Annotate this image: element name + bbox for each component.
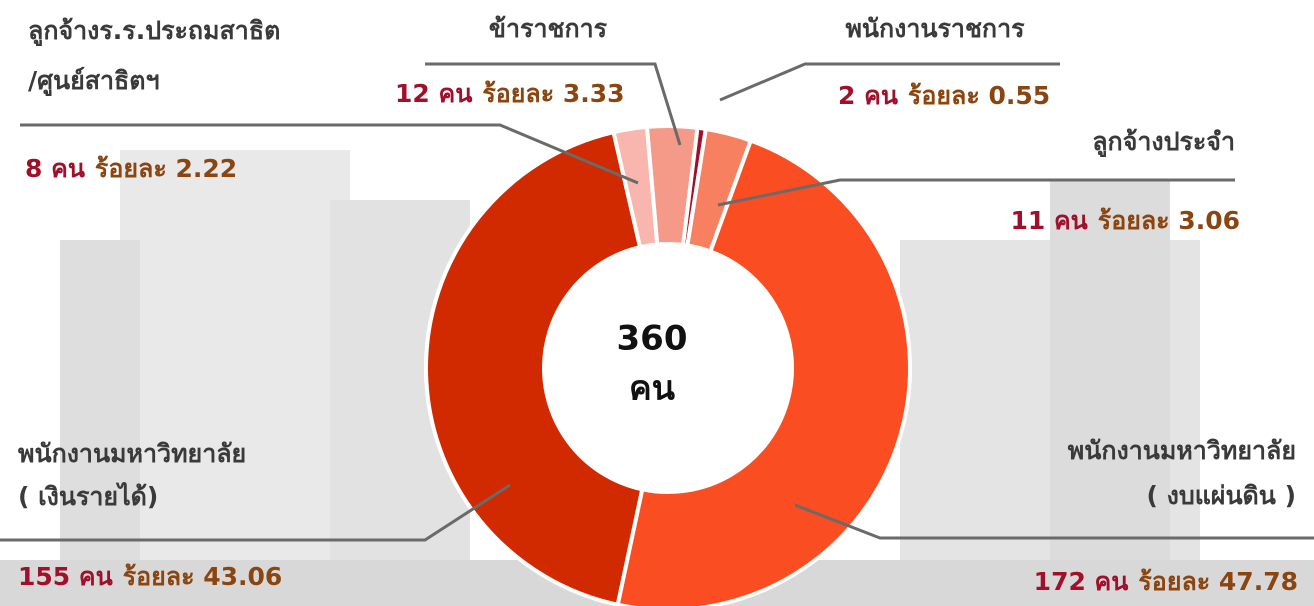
center-total: 360 bbox=[617, 319, 688, 359]
category-label: พนักงานราชการ bbox=[845, 14, 1025, 43]
value-label: 172 คน bbox=[1034, 567, 1129, 596]
value-label: 2 คน bbox=[838, 81, 898, 110]
category-label: ข้าราชการ bbox=[489, 14, 608, 43]
percent-label: ร้อยละ 3.06 bbox=[1098, 206, 1240, 235]
value-label: 8 คน bbox=[25, 154, 85, 183]
leader-line bbox=[0, 483, 511, 542]
percent-label: ร้อยละ 47.78 bbox=[1138, 567, 1298, 596]
percent-label: ร้อยละ 3.33 bbox=[482, 79, 624, 108]
value-label: 12 คน bbox=[395, 79, 472, 108]
category-label: ลูกจ้างร.ร.ประถมสาธิต bbox=[28, 16, 280, 47]
value-label: 11 คน bbox=[1010, 206, 1087, 235]
leader-line bbox=[20, 123, 639, 185]
category-label: ( เงินรายได้) bbox=[18, 481, 158, 511]
slice bbox=[615, 138, 912, 606]
category-label: ลูกจ้างประจำ bbox=[1092, 127, 1235, 158]
category-label: พนักงานมหาวิทยาลัย bbox=[18, 439, 246, 468]
percent-label: ร้อยละ 2.22 bbox=[95, 154, 237, 183]
value-label: 155 คน bbox=[18, 562, 113, 591]
slice bbox=[611, 124, 660, 250]
percent-label: ร้อยละ 43.06 bbox=[123, 562, 283, 591]
leader-line bbox=[719, 62, 1060, 102]
category-label: ( งบแผ่นดิน ) bbox=[1146, 481, 1296, 510]
percent-label: ร้อยละ 0.55 bbox=[908, 81, 1050, 110]
slice bbox=[424, 129, 645, 606]
donut bbox=[424, 124, 912, 606]
center-unit: คน bbox=[629, 369, 675, 409]
leader-line bbox=[425, 62, 682, 146]
leader-line bbox=[794, 503, 1314, 540]
leader-line bbox=[717, 178, 1235, 207]
category-label: /ศูนย์สาธิตฯ bbox=[28, 66, 160, 97]
category-label: พนักงานมหาวิทยาลัย bbox=[1068, 436, 1296, 465]
